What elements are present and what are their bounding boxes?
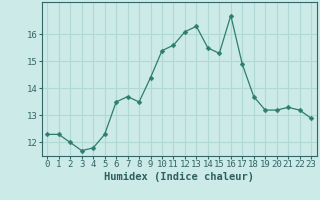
X-axis label: Humidex (Indice chaleur): Humidex (Indice chaleur) — [104, 172, 254, 182]
